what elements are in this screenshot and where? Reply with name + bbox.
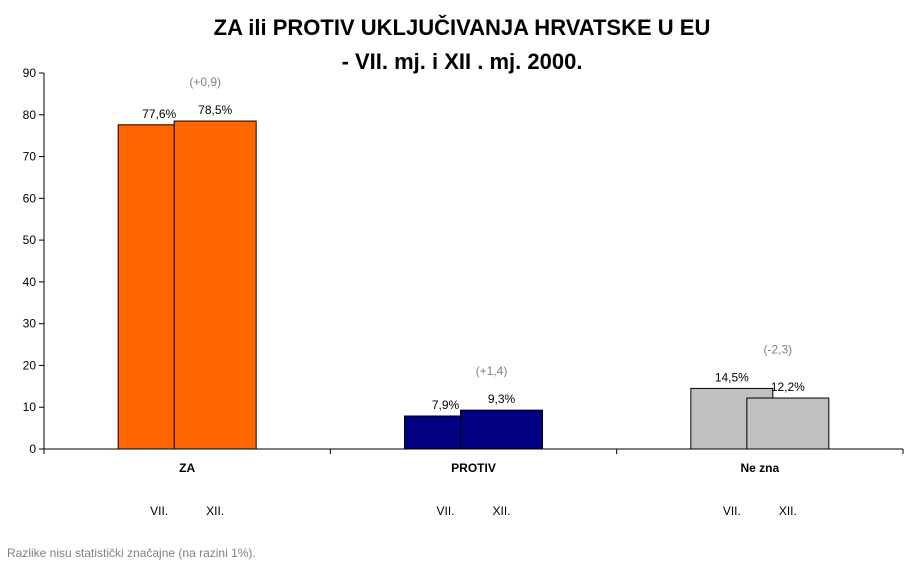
y-tick-label: 70 <box>23 150 37 164</box>
y-tick-label: 50 <box>23 233 37 247</box>
data-label: 14,5% <box>715 370 749 384</box>
category-label: Ne zna <box>740 461 779 475</box>
y-tick-label: 80 <box>23 108 37 122</box>
category-label: PROTIV <box>451 461 496 475</box>
period-label: XII. <box>492 504 510 518</box>
chart-labels: ZA 77,6% VII. 78,5% XII. (+0,9) PROTIV 7,9% VII.… <box>142 75 805 518</box>
y-tick-label: 90 <box>23 66 37 80</box>
period-label: VII. <box>150 504 168 518</box>
chart-title-line-1: ZA ili PROTIV UKLJUČIVANJA HRVATSKE U EU <box>214 15 711 40</box>
difference-label: (-2,3) <box>763 342 792 356</box>
chart-bars <box>117 120 830 450</box>
data-label: 12,2% <box>771 380 805 394</box>
bar <box>460 409 543 450</box>
period-label: XII. <box>779 504 797 518</box>
data-label: 77,6% <box>142 107 176 121</box>
y-tick-label: 30 <box>23 317 37 331</box>
bar <box>746 397 830 450</box>
y-tick-label: 40 <box>23 275 37 289</box>
period-label: XII. <box>206 504 224 518</box>
chart-title-line-2: - VII. mj. i XII . mj. 2000. <box>342 49 583 74</box>
data-label: 9,3% <box>488 392 516 406</box>
y-tick-label: 0 <box>29 442 36 456</box>
period-label: VII. <box>436 504 454 518</box>
data-label: 78,5% <box>198 103 232 117</box>
difference-label: (+0,9) <box>189 75 221 89</box>
data-label: 7,9% <box>432 398 460 412</box>
period-label: VII. <box>723 504 741 518</box>
y-tick-label: 20 <box>23 358 37 372</box>
y-tick-label: 60 <box>23 191 37 205</box>
difference-label: (+1,4) <box>476 364 508 378</box>
category-label: ZA <box>179 461 195 475</box>
footnote: Razlike nisu statistički značajne (na ra… <box>7 546 256 560</box>
bar <box>173 120 257 450</box>
y-tick-label: 10 <box>23 400 37 414</box>
